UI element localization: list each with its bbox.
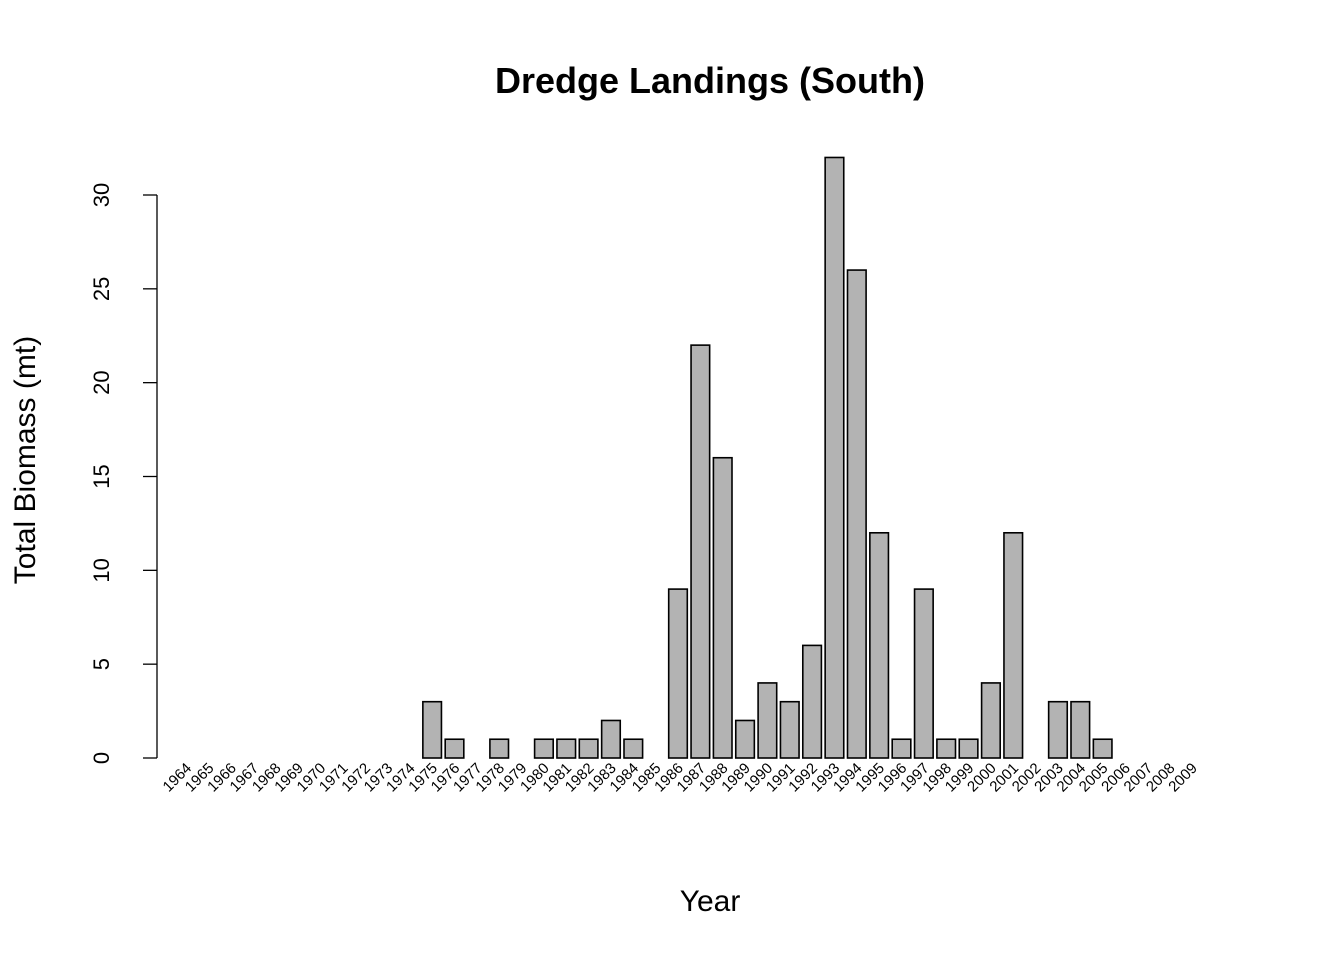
y-tick-label: 25 xyxy=(89,277,114,301)
bar-1993 xyxy=(824,156,845,759)
bar-1986 xyxy=(667,588,689,759)
y-tick-label: 20 xyxy=(89,370,114,394)
y-axis: 0 5 10 15 20 25 30 xyxy=(89,183,158,764)
bar-1992 xyxy=(801,644,823,759)
bar-2001 xyxy=(1003,531,1024,759)
y-tick-label: 15 xyxy=(89,464,114,488)
bar-1987 xyxy=(690,344,711,759)
bar-1978 xyxy=(489,738,510,759)
bar-1998 xyxy=(936,738,957,759)
bar-1991 xyxy=(779,700,800,759)
chart-title: Dredge Landings (South) xyxy=(495,60,925,101)
bar-2000 xyxy=(980,682,1001,759)
bar-2003 xyxy=(1047,700,1069,759)
x-axis-label: Year xyxy=(680,885,741,918)
bar-1983 xyxy=(600,719,622,759)
bar-1984 xyxy=(623,738,644,759)
bar-2004 xyxy=(1070,700,1091,759)
bar-1995 xyxy=(869,531,890,759)
bar-1997 xyxy=(913,588,934,759)
bar-1989 xyxy=(734,719,756,759)
bar-2005 xyxy=(1092,738,1113,759)
bar-1994 xyxy=(846,269,867,759)
bars xyxy=(422,156,1113,759)
bar-1999 xyxy=(958,738,979,759)
y-tick-label: 5 xyxy=(89,658,114,670)
bar-1975 xyxy=(422,700,443,759)
bar-1996 xyxy=(891,738,912,759)
y-tick-label: 30 xyxy=(89,183,114,207)
bar-1981 xyxy=(556,738,577,759)
y-tick-label: 10 xyxy=(89,558,114,582)
bar-1990 xyxy=(757,682,778,759)
bar-1980 xyxy=(533,738,554,759)
bar-1988 xyxy=(712,456,733,759)
x-axis-tick-labels: 1964196519661967196819691970197119721973… xyxy=(160,760,1201,796)
bar-1982 xyxy=(578,738,599,759)
y-tick-label: 0 xyxy=(89,752,114,764)
y-axis-label: Total Biomass (mt) xyxy=(9,336,42,584)
bar-1976 xyxy=(444,738,465,759)
